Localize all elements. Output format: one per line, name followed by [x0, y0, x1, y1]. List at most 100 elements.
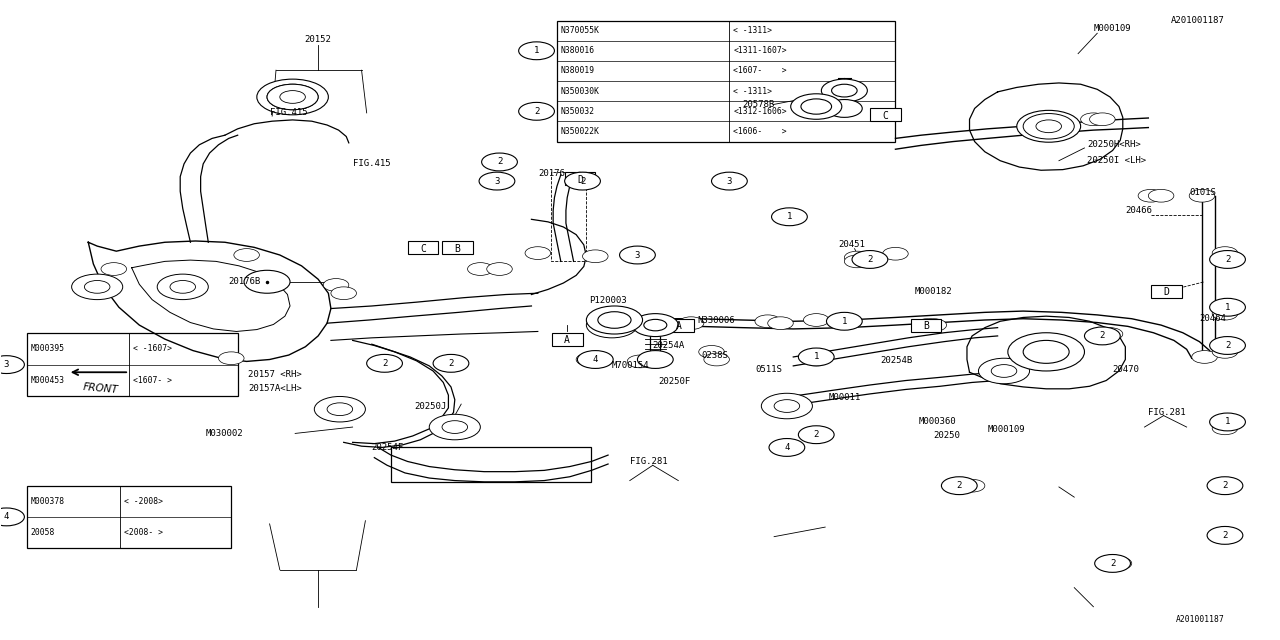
- Circle shape: [822, 79, 868, 102]
- Text: D: D: [577, 175, 582, 184]
- Circle shape: [1094, 554, 1130, 572]
- Text: 2: 2: [956, 481, 963, 490]
- Text: 1: 1: [814, 353, 819, 362]
- Text: 20254F: 20254F: [371, 443, 404, 452]
- Circle shape: [1212, 346, 1238, 358]
- Circle shape: [1148, 189, 1174, 202]
- Circle shape: [234, 248, 260, 261]
- Text: B: B: [454, 244, 461, 254]
- Circle shape: [625, 248, 650, 261]
- Circle shape: [324, 278, 348, 291]
- Text: < -1607>: < -1607>: [133, 344, 172, 353]
- Text: 2: 2: [1222, 531, 1228, 540]
- Circle shape: [627, 355, 653, 368]
- Circle shape: [599, 319, 625, 332]
- Text: N350030K: N350030K: [561, 86, 600, 95]
- Circle shape: [598, 312, 631, 328]
- Bar: [390, 447, 591, 483]
- Text: A: A: [564, 335, 570, 345]
- Circle shape: [582, 250, 608, 262]
- Text: M000360: M000360: [919, 417, 956, 426]
- Circle shape: [772, 208, 808, 226]
- Circle shape: [586, 312, 637, 338]
- Circle shape: [799, 348, 835, 366]
- Circle shape: [1023, 113, 1074, 139]
- Text: C: C: [420, 244, 426, 254]
- Circle shape: [268, 84, 319, 109]
- Text: A201001187: A201001187: [1176, 615, 1225, 624]
- Circle shape: [72, 274, 123, 300]
- Circle shape: [915, 319, 940, 332]
- Text: M00011: M00011: [829, 393, 861, 403]
- Text: 1: 1: [1225, 417, 1230, 426]
- Text: 0511S: 0511S: [755, 365, 782, 374]
- Text: 2: 2: [1225, 255, 1230, 264]
- Circle shape: [518, 102, 554, 120]
- Bar: [1151, 285, 1181, 298]
- Text: 2: 2: [1225, 341, 1230, 350]
- Text: <1607-    >: <1607- >: [733, 67, 787, 76]
- Text: FIG.415: FIG.415: [270, 108, 307, 117]
- Circle shape: [644, 319, 667, 331]
- Circle shape: [1212, 339, 1238, 352]
- Circle shape: [832, 84, 858, 97]
- Text: < -1311>: < -1311>: [733, 26, 772, 35]
- Bar: [407, 241, 438, 255]
- Circle shape: [791, 94, 842, 119]
- Text: 20470: 20470: [1112, 365, 1139, 374]
- Circle shape: [170, 280, 196, 293]
- Text: M000182: M000182: [915, 287, 952, 296]
- Circle shape: [620, 246, 655, 264]
- Text: N380016: N380016: [561, 46, 595, 55]
- Circle shape: [429, 414, 480, 440]
- Text: M000395: M000395: [31, 344, 65, 353]
- Text: D: D: [1164, 287, 1169, 298]
- Bar: [911, 319, 941, 332]
- Circle shape: [991, 365, 1016, 378]
- Text: 1: 1: [1225, 303, 1230, 312]
- Text: P120003: P120003: [589, 296, 626, 305]
- Bar: [442, 241, 472, 255]
- Circle shape: [1212, 529, 1238, 541]
- Circle shape: [774, 399, 800, 412]
- Text: N350022K: N350022K: [561, 127, 600, 136]
- Circle shape: [257, 79, 329, 115]
- Circle shape: [486, 262, 512, 275]
- Text: 20464: 20464: [1199, 314, 1226, 323]
- Circle shape: [637, 351, 673, 369]
- Text: 20176B: 20176B: [229, 277, 261, 286]
- Text: N370055K: N370055K: [561, 26, 600, 35]
- Circle shape: [442, 420, 467, 433]
- Text: 2: 2: [1100, 332, 1105, 340]
- Text: 3: 3: [727, 177, 732, 186]
- Text: M000109: M000109: [1093, 24, 1132, 33]
- Circle shape: [0, 508, 24, 526]
- Circle shape: [804, 428, 829, 441]
- Text: 3: 3: [635, 250, 640, 259]
- Text: N380019: N380019: [561, 67, 595, 76]
- Text: 20058: 20058: [31, 528, 55, 537]
- Circle shape: [1097, 328, 1123, 340]
- Circle shape: [922, 319, 946, 332]
- Circle shape: [1106, 557, 1132, 570]
- Text: 4: 4: [785, 443, 790, 452]
- Text: 2: 2: [868, 255, 873, 264]
- Text: 2: 2: [497, 157, 502, 166]
- Circle shape: [1089, 330, 1115, 342]
- Text: <2008- >: <2008- >: [124, 528, 163, 537]
- Bar: [27, 486, 232, 548]
- Circle shape: [577, 351, 613, 369]
- Text: 20451: 20451: [838, 240, 865, 250]
- Circle shape: [845, 255, 870, 268]
- Circle shape: [712, 172, 748, 190]
- Text: 20250: 20250: [934, 431, 960, 440]
- Text: 20250I <LH>: 20250I <LH>: [1087, 156, 1146, 165]
- Circle shape: [769, 438, 805, 456]
- Text: M000378: M000378: [31, 497, 65, 506]
- Text: 4: 4: [4, 513, 9, 522]
- Text: B: B: [923, 321, 929, 331]
- Circle shape: [315, 396, 365, 422]
- Circle shape: [479, 172, 515, 190]
- Circle shape: [1212, 415, 1238, 428]
- Bar: [27, 333, 238, 396]
